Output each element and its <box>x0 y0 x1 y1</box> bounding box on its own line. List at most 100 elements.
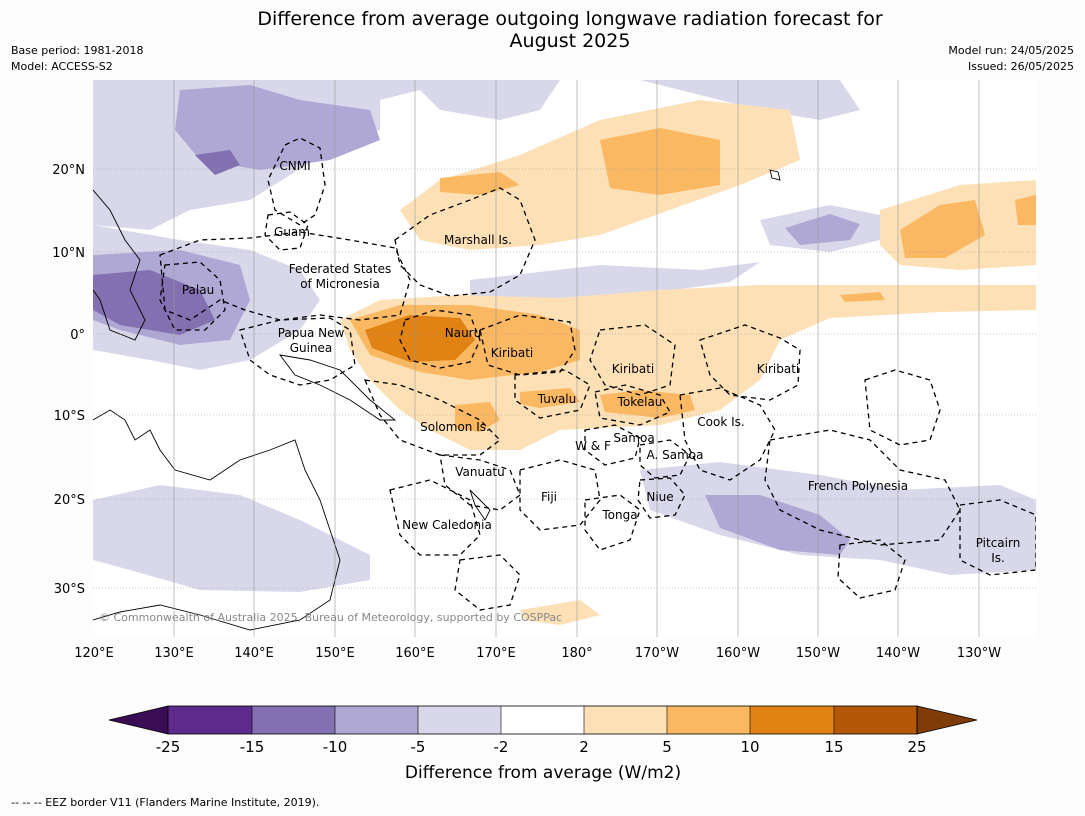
label-fsm-line2: of Micronesia <box>300 277 380 291</box>
eez-footnote: -- -- -- EEZ border V11 (Flanders Marine… <box>11 796 320 809</box>
pos-field-south <box>520 600 600 625</box>
eez-french-polynesia <box>764 429 961 546</box>
lon-tick-5: 170°E <box>476 646 516 661</box>
colorbar-bin-7 <box>667 706 750 734</box>
lon-tick-4: 160°E <box>395 646 435 661</box>
label-marshall: Marshall Is. <box>444 233 512 247</box>
issued-date: Issued: 26/05/2025 <box>967 60 1074 73</box>
title-line-2: August 2025 <box>509 30 631 52</box>
longitude-ticks: 120°E 130°E 140°E 150°E 160°E 170°E 180°… <box>74 646 1001 661</box>
neg-field-east-core <box>785 214 860 245</box>
pos-field-tuvalu-core <box>520 388 580 408</box>
label-pitcairn-line2: Is. <box>991 551 1005 565</box>
eez-wf-samoa <box>584 424 641 466</box>
colorbar-tick-5: 2 <box>579 738 589 756</box>
lat-tick-4: 20°S <box>54 493 85 508</box>
new-caledonia-coast <box>469 489 491 521</box>
neg-field-south-core <box>705 495 850 555</box>
philippines-coast <box>93 189 146 341</box>
eez-marshall <box>394 187 536 297</box>
latitude-ticks: 20°N 10°N 0° 10°S 20°S 30°S <box>52 163 85 597</box>
label-fiji: Fiji <box>541 490 557 504</box>
hawaii-coast <box>769 169 781 181</box>
colorbar-bin-6 <box>584 706 667 734</box>
label-pitcairn-line1: Pitcairn <box>976 536 1021 550</box>
lat-tick-1: 10°N <box>52 246 85 261</box>
new-guinea-coast <box>278 354 397 421</box>
colorbar: -25 -15 -10 -5 -2 2 5 10 15 25 Differenc… <box>108 705 978 783</box>
label-french-polynesia: French Polynesia <box>808 479 908 493</box>
lon-tick-1: 130°E <box>154 646 194 661</box>
eez-borders <box>159 137 1036 611</box>
colorbar-bin-5 <box>501 706 584 734</box>
lat-tick-0: 20°N <box>52 163 85 178</box>
label-png-line2: Guinea <box>290 341 333 355</box>
label-wf: W & F <box>575 439 611 453</box>
colorbar-tick-7: 10 <box>740 738 759 756</box>
map-figure: CNMI Guam Marshall Is. Federated States … <box>52 80 1036 783</box>
neg-field-ne <box>640 80 860 120</box>
label-palau: Palau <box>182 283 214 297</box>
label-guam: Guam <box>274 225 310 239</box>
colorbar-title: Difference from average (W/m2) <box>405 763 681 783</box>
lat-tick-2: 0° <box>70 328 85 343</box>
eez-fiji <box>519 459 601 531</box>
colorbar-tick-4: -2 <box>494 738 509 756</box>
pos-field-tokelau-core <box>600 390 695 418</box>
eez-cnmi <box>267 137 326 226</box>
colorbar-tick-3: -5 <box>411 738 426 756</box>
pos-field-north-strip <box>440 172 520 195</box>
colorbar-tick-1: -15 <box>240 738 265 756</box>
chart-title: Difference from average outgoing longwav… <box>0 8 1085 52</box>
label-vanuatu: Vanuatu <box>455 465 505 479</box>
eez-norfolk <box>454 554 521 611</box>
colorbar-bin-2 <box>252 706 335 734</box>
label-fsm-line1: Federated States <box>289 262 391 276</box>
label-nauru: Nauru <box>445 326 481 340</box>
lon-tick-9: 150°W <box>796 646 840 661</box>
map-panel: CNMI Guam Marshall Is. Federated States … <box>93 80 1036 637</box>
label-tokelau: Tokelau <box>617 395 663 409</box>
lat-tick-3: 10°S <box>54 409 85 424</box>
lon-tick-7: 170°W <box>635 646 679 661</box>
eez-pitcairn <box>959 499 1036 576</box>
colorbar-tick-9: 25 <box>907 738 926 756</box>
lon-tick-6: 180° <box>561 646 592 661</box>
neg-field-a <box>175 85 380 170</box>
colorbar-extend-high <box>916 705 978 735</box>
eez-marquesas <box>864 369 941 446</box>
neg-field-south-west <box>93 485 370 592</box>
lon-tick-8: 160°W <box>716 646 760 661</box>
pos-field-north-core <box>600 128 720 195</box>
metadata-right: Model run: 24/05/2025 Issued: 26/05/2025 <box>948 43 1074 75</box>
pos-field-northeast-core-2 <box>1015 195 1036 225</box>
model-name: Model: ACCESS-S2 <box>11 60 113 73</box>
colorbar-bin-3 <box>335 706 418 734</box>
eez-kiribati-central <box>589 324 676 396</box>
neg-field-d <box>93 270 215 335</box>
eez-kiribati-west <box>479 314 576 376</box>
lon-tick-2: 140°E <box>234 646 274 661</box>
label-cnmi: CNMI <box>279 159 310 173</box>
region-labels: CNMI Guam Marshall Is. Federated States … <box>182 159 1020 565</box>
colorbar-tick-2: -10 <box>323 738 348 756</box>
label-tuvalu: Tuvalu <box>537 392 577 406</box>
colorbar-bin-4 <box>418 706 501 734</box>
eez-austral <box>837 539 906 599</box>
colorbar-tick-0: -25 <box>156 738 181 756</box>
eez-vanuatu <box>439 454 521 511</box>
lon-tick-11: 130°W <box>957 646 1001 661</box>
pos-field-northeast-core <box>900 200 985 258</box>
colorbar-tick-8: 15 <box>824 738 843 756</box>
neg-field-north-band <box>93 80 560 120</box>
colorbar-frame <box>167 705 918 735</box>
neg-field-equatorial <box>470 262 760 303</box>
colorbar-extend-low <box>108 705 169 735</box>
eez-palau <box>159 261 226 331</box>
eez-niue <box>637 477 686 519</box>
label-asamoa: A. Samoa <box>647 448 704 462</box>
title-line-1: Difference from average outgoing longwav… <box>257 8 883 30</box>
label-cook: Cook Is. <box>697 415 744 429</box>
pos-field-equatorial-max <box>365 315 475 362</box>
label-niue: Niue <box>646 490 673 504</box>
